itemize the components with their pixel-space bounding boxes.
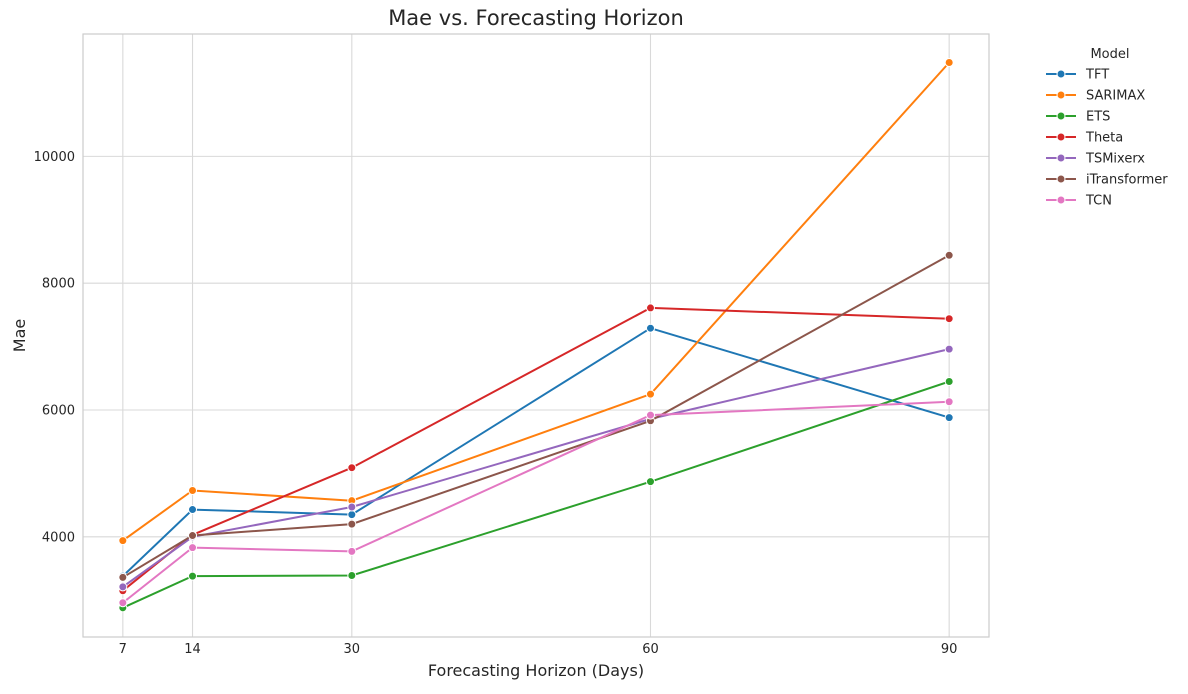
series-lines [118,58,954,613]
x-axis-label: Forecasting Horizon (Days) [428,661,644,680]
legend-label: ETS [1086,110,1110,125]
series-ets [118,376,954,613]
data-point-tsmixerx [347,502,357,512]
series-line-itransformer [122,254,950,579]
legend-item-sarimax: SARIMAX [1046,89,1145,104]
data-point-tsmixerx [944,344,954,354]
data-point-tcn [944,397,954,407]
legend-item-ets: ETS [1046,110,1110,125]
x-tick-label: 7 [119,642,127,657]
data-point-ets [347,570,357,580]
legend-label: TSMixerx [1085,152,1145,167]
series-tcn [118,397,954,608]
data-point-tcn [347,546,357,556]
legend-dot-marker [1056,90,1066,100]
y-tick-label: 4000 [42,530,75,545]
data-point-sarimax [944,58,954,68]
legend-label: TCN [1085,194,1112,209]
data-point-sarimax [188,486,198,496]
grid-lines [83,34,989,637]
legend-item-itransformer: iTransformer [1046,173,1168,188]
legend-label: Theta [1085,131,1123,146]
data-point-tcn [188,543,198,553]
plot-frame [82,33,990,638]
legend-dot-marker [1056,195,1066,205]
series-sarimax [118,58,954,546]
data-point-ets [944,376,954,386]
data-point-itransformer [944,250,954,260]
legend-item-tcn: TCN [1046,194,1112,209]
data-point-ets [645,477,655,487]
series-line-sarimax [122,61,950,542]
x-tick-label: 14 [184,642,201,657]
data-point-sarimax [118,536,128,546]
y-tick-label: 8000 [42,277,75,292]
data-point-itransformer [188,531,198,541]
data-point-tft [944,413,954,423]
legend-dot-marker [1056,69,1066,79]
legend-item-theta: Theta [1046,131,1123,146]
legend-dot-marker [1056,132,1066,142]
data-point-tft [645,323,655,333]
x-tick-label: 30 [344,642,361,657]
legend-dot-marker [1056,174,1066,184]
x-tick-label: 60 [642,642,659,657]
legend-dot-marker [1056,153,1066,163]
data-point-tft [347,510,357,520]
legend-item-tsmixerx: TSMixerx [1046,152,1145,167]
series-line-tcn [122,400,950,604]
data-point-itransformer [347,519,357,529]
data-point-theta [347,463,357,473]
series-itransformer [118,250,954,582]
legend: Model TFT SARIMAX ETS Theta TSMixerx iTransfo… [1046,47,1168,209]
data-point-theta [944,314,954,324]
data-point-ets [188,571,198,581]
y-tick-label: 6000 [42,404,75,419]
y-tick-label: 10000 [34,150,75,165]
legend-label: SARIMAX [1086,89,1145,104]
axis-ticks: 7 14 30 60 90 4000 6000 8000 10000 [34,150,958,657]
legend-item-tft: TFT [1046,68,1109,83]
data-point-sarimax [645,389,655,399]
legend-title: Model [1090,47,1129,62]
data-point-itransformer [118,572,128,582]
x-tick-label: 90 [941,642,958,657]
legend-items: TFT SARIMAX ETS Theta TSMixerx iTransformer TC… [1046,68,1168,209]
data-point-theta [645,303,655,313]
data-point-tft [188,505,198,515]
data-point-tsmixerx [118,582,128,592]
data-point-tcn [118,598,128,608]
data-point-tcn [645,410,655,420]
legend-dot-marker [1056,111,1066,121]
y-axis-label: Mae [10,319,29,352]
legend-label: iTransformer [1086,173,1168,188]
chart-title: Mae vs. Forecasting Horizon [388,6,684,30]
series-theta [118,303,954,596]
legend-label: TFT [1085,68,1109,83]
